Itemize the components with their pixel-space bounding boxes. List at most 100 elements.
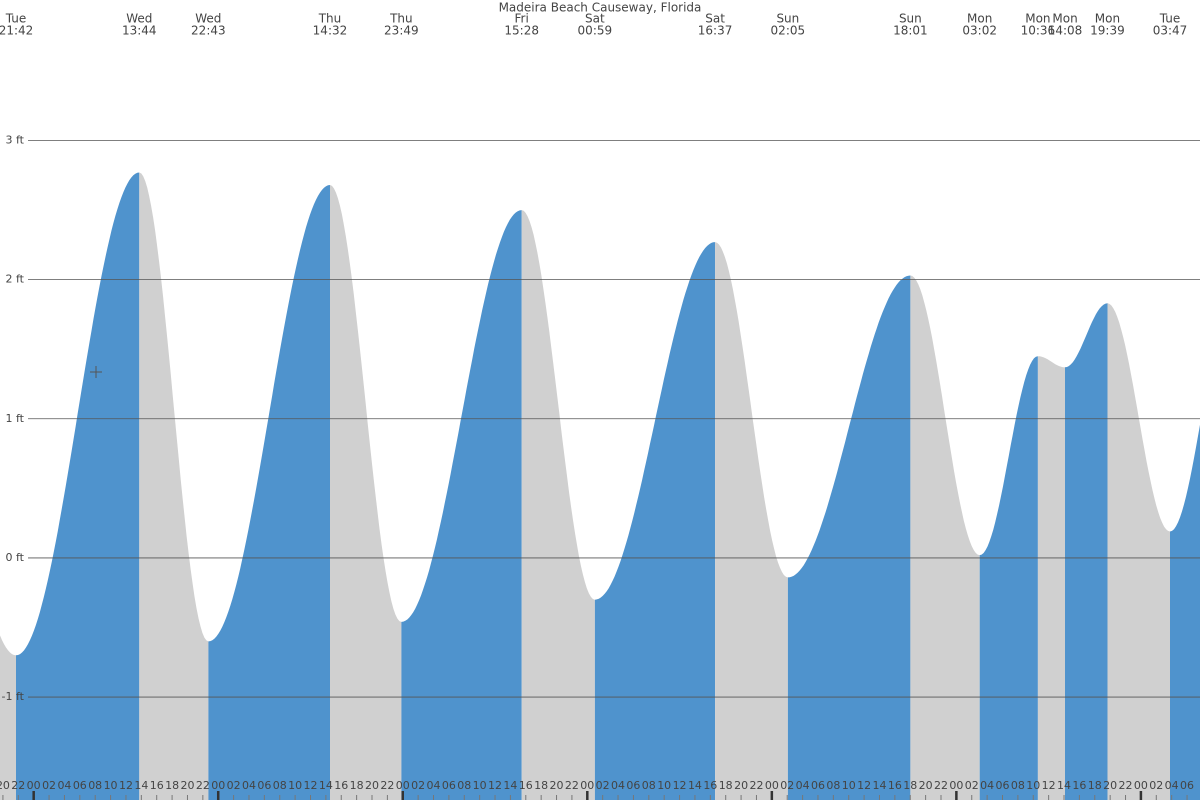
hour-tick-label: 14 bbox=[503, 779, 517, 792]
hour-tick-label: 00 bbox=[765, 779, 779, 792]
hour-tick-label: 18 bbox=[534, 779, 548, 792]
extreme-time: 14:32 bbox=[313, 24, 348, 38]
hour-tick-label: 02 bbox=[411, 779, 425, 792]
hour-tick-label: 04 bbox=[980, 779, 994, 792]
cursor-marker bbox=[90, 366, 102, 378]
hour-tick-label: 22 bbox=[749, 779, 763, 792]
hour-tick-label: 16 bbox=[334, 779, 348, 792]
extreme-day: Mon bbox=[1025, 12, 1050, 26]
hour-tick-label: 18 bbox=[350, 779, 364, 792]
hour-tick-label: 20 bbox=[919, 779, 933, 792]
hour-tick-label: 16 bbox=[519, 779, 533, 792]
tide-area bbox=[139, 172, 209, 800]
hour-tick-label: 20 bbox=[734, 779, 748, 792]
hour-tick-label: 10 bbox=[657, 779, 671, 792]
extreme-day: Mon bbox=[1095, 12, 1120, 26]
hour-tick-label: 08 bbox=[826, 779, 840, 792]
hour-tick-label: 10 bbox=[473, 779, 487, 792]
tide-area bbox=[521, 210, 595, 800]
tide-area bbox=[910, 275, 980, 800]
extreme-time: 03:47 bbox=[1153, 24, 1188, 38]
tide-area bbox=[0, 635, 16, 800]
y-tick-label: 2 ft bbox=[6, 273, 25, 286]
hour-tick-label: 22 bbox=[11, 779, 25, 792]
hour-tick-label: 20 bbox=[180, 779, 194, 792]
hour-tick-label: 14 bbox=[1057, 779, 1071, 792]
extreme-day: Tue bbox=[1159, 12, 1181, 26]
extreme-day: Mon bbox=[1052, 12, 1077, 26]
hour-tick-label: 00 bbox=[27, 779, 41, 792]
extreme-time: 15:28 bbox=[504, 24, 539, 38]
hour-tick-label: 04 bbox=[427, 779, 441, 792]
tide-area bbox=[594, 242, 716, 800]
tide-area bbox=[979, 356, 1038, 800]
hour-tick-label: 18 bbox=[1088, 779, 1102, 792]
hour-tick-label: 12 bbox=[1042, 779, 1056, 792]
hour-tick-label: 22 bbox=[565, 779, 579, 792]
hour-tick-label: 06 bbox=[442, 779, 456, 792]
extreme-time: 21:42 bbox=[0, 24, 33, 38]
hour-tick-label: 22 bbox=[934, 779, 948, 792]
extreme-day: Thu bbox=[318, 12, 342, 26]
hour-tick-label: 14 bbox=[319, 779, 333, 792]
hour-tick-label: 18 bbox=[165, 779, 179, 792]
hour-tick-label: 16 bbox=[703, 779, 717, 792]
y-tick-label: -1 ft bbox=[2, 690, 25, 703]
hour-tick-label: 14 bbox=[134, 779, 148, 792]
hour-tick-label: 00 bbox=[1134, 779, 1148, 792]
hour-tick-label: 20 bbox=[365, 779, 379, 792]
hour-tick-label: 22 bbox=[1119, 779, 1133, 792]
hour-tick-label: 18 bbox=[903, 779, 917, 792]
hour-tick-label: 04 bbox=[242, 779, 256, 792]
hour-tick-label: 02 bbox=[780, 779, 794, 792]
hour-tick-label: 06 bbox=[626, 779, 640, 792]
hour-tick-label: 12 bbox=[673, 779, 687, 792]
hour-tick-label: 12 bbox=[857, 779, 871, 792]
extreme-day: Fri bbox=[515, 12, 529, 26]
extreme-time: 16:37 bbox=[698, 24, 733, 38]
hour-tick-label: 04 bbox=[611, 779, 625, 792]
hour-tick-label: 20 bbox=[0, 779, 10, 792]
extreme-time: 10:36 bbox=[1021, 24, 1056, 38]
hour-tick-label: 06 bbox=[257, 779, 271, 792]
hour-tick-label: 12 bbox=[488, 779, 502, 792]
extreme-time: 03:02 bbox=[962, 24, 997, 38]
hour-tick-label: 08 bbox=[457, 779, 471, 792]
tide-area bbox=[330, 185, 402, 800]
hour-tick-label: 10 bbox=[104, 779, 118, 792]
chart-title: Madeira Beach Causeway, Florida bbox=[499, 1, 702, 15]
extreme-time: 19:39 bbox=[1090, 24, 1125, 38]
tide-area bbox=[1170, 424, 1200, 800]
extreme-day: Wed bbox=[126, 12, 152, 26]
extreme-day: Sun bbox=[899, 12, 922, 26]
extreme-time: 23:49 bbox=[384, 24, 419, 38]
hour-tick-label: 04 bbox=[57, 779, 71, 792]
y-tick-label: 1 ft bbox=[6, 412, 25, 425]
hour-tick-label: 08 bbox=[273, 779, 287, 792]
tide-area bbox=[787, 275, 911, 800]
extreme-day: Thu bbox=[389, 12, 413, 26]
hour-tick-label: 00 bbox=[396, 779, 410, 792]
hour-tick-label: 06 bbox=[1180, 779, 1194, 792]
hour-tick-label: 00 bbox=[949, 779, 963, 792]
hour-tick-label: 14 bbox=[872, 779, 886, 792]
hour-tick-label: 20 bbox=[1103, 779, 1117, 792]
hour-tick-label: 08 bbox=[642, 779, 656, 792]
hour-tick-label: 14 bbox=[688, 779, 702, 792]
extreme-day: Sat bbox=[585, 12, 605, 26]
hour-tick-label: 02 bbox=[965, 779, 979, 792]
y-tick-label: 0 ft bbox=[6, 551, 25, 564]
hour-tick-label: 10 bbox=[842, 779, 856, 792]
hour-tick-label: 16 bbox=[150, 779, 164, 792]
extreme-time: 13:44 bbox=[122, 24, 157, 38]
hour-tick-label: 00 bbox=[211, 779, 225, 792]
hour-tick-label: 08 bbox=[88, 779, 102, 792]
hour-tick-label: 10 bbox=[1026, 779, 1040, 792]
hour-tick-label: 08 bbox=[1011, 779, 1025, 792]
hour-tick-label: 00 bbox=[580, 779, 594, 792]
extreme-day: Sat bbox=[705, 12, 725, 26]
extreme-day: Wed bbox=[195, 12, 221, 26]
tide-area bbox=[715, 242, 788, 800]
extreme-time: 18:01 bbox=[893, 24, 928, 38]
hour-tick-label: 22 bbox=[380, 779, 394, 792]
